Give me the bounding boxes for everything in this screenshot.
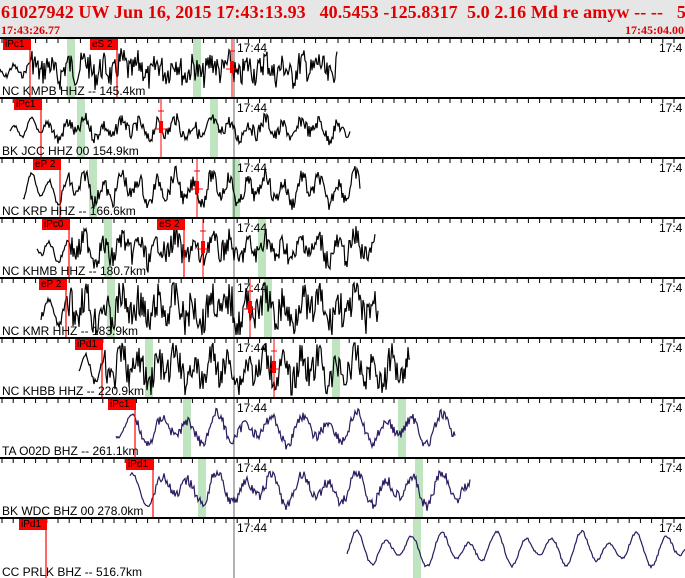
minute-label-right: 17:4 xyxy=(659,401,683,415)
seismogram xyxy=(1,399,675,457)
waveform-trace xyxy=(40,281,379,336)
minute-label: 17:44 xyxy=(237,401,268,415)
seismogram xyxy=(1,339,675,397)
waveform-trace xyxy=(22,165,361,210)
phase-window xyxy=(77,99,85,157)
amplitude-marker[interactable] xyxy=(226,39,238,97)
phase-window xyxy=(107,279,115,337)
waveform-panel[interactable]: iPc1 17:44 17:4 BK JCC HHZ 00 154.9km xyxy=(0,97,685,157)
phase-window xyxy=(67,39,75,97)
seismogram xyxy=(1,99,675,157)
view-start-time: 17:43:26.77 xyxy=(1,23,60,37)
amplitude-marker[interactable] xyxy=(197,219,209,277)
minute-label-right: 17:4 xyxy=(659,101,683,115)
channel-label: NC KHMB HHZ -- 180.7km xyxy=(2,264,147,277)
phase-window xyxy=(89,159,97,217)
minute-label-right: 17:4 xyxy=(659,521,683,535)
phase-window xyxy=(183,399,191,457)
seismogram xyxy=(1,279,675,337)
minute-label: 17:44 xyxy=(237,161,268,175)
channel-label: BK JCC HHZ 00 154.9km xyxy=(2,144,139,157)
waveform-panel[interactable]: iPd1 17:44 17:4 BK WDC BHZ 00 278.0km xyxy=(0,457,685,517)
phase-window xyxy=(332,339,340,397)
event-header: 61027942 UW Jun 16, 2015 17:43:13.93 40.… xyxy=(0,0,685,37)
phase-pick-flag[interactable]: eS 2 xyxy=(90,39,118,50)
seismogram xyxy=(1,519,685,578)
waveform-trace xyxy=(9,112,351,146)
minute-label-right: 17:4 xyxy=(659,221,683,235)
waveform-trace xyxy=(346,529,685,570)
minute-label-right: 17:4 xyxy=(659,461,683,475)
waveform-panel[interactable]: iPc1 eS 2 17:44 17:4 NC KMPB HHZ -- 145.4km xyxy=(0,37,685,97)
waveform-panel[interactable]: iPc0 eS 2 17:44 17:4 NC KHMB HHZ -- 180.7km xyxy=(0,217,685,277)
phase-window xyxy=(398,399,406,457)
seismogram xyxy=(1,219,675,277)
minute-label: 17:44 xyxy=(237,341,268,355)
waveform-panel[interactable]: eP 2 17:44 17:4 NC KRP HHZ -- 166.6km xyxy=(0,157,685,217)
minute-label: 17:44 xyxy=(237,101,268,115)
phase-pick-flag[interactable]: eP 2 xyxy=(39,279,67,290)
channel-label: NC KRP HHZ -- 166.6km xyxy=(2,204,136,217)
seismogram xyxy=(1,459,675,517)
waveform-trace xyxy=(78,342,411,396)
channel-label: BK WDC BHZ 00 278.0km xyxy=(2,504,144,517)
phase-window xyxy=(145,339,153,397)
waveform-panel[interactable]: iPd1 17:44 17:4 CC PRLK BHZ -- 516.7km xyxy=(0,517,685,578)
minute-label-right: 17:4 xyxy=(659,281,683,295)
phase-pick-flag[interactable]: eP 2 xyxy=(33,159,61,170)
phase-window xyxy=(198,459,206,517)
channel-label: NC KMR HHZ -- 183.9km xyxy=(2,324,139,337)
phase-window xyxy=(413,519,421,578)
channel-label: NC KMPB HHZ -- 145.4km xyxy=(2,84,146,97)
phase-pick-flag[interactable]: iPc1 xyxy=(108,399,136,410)
phase-pick-flag[interactable]: eS 2 xyxy=(157,219,185,230)
phase-pick-flag[interactable]: iPc0 xyxy=(42,219,70,230)
minute-label: 17:44 xyxy=(237,521,268,535)
phase-pick-flag[interactable]: iPd1 xyxy=(75,339,103,350)
waveform-trace xyxy=(115,407,456,450)
waveform-trace xyxy=(36,225,376,273)
minute-label-right: 17:4 xyxy=(659,41,683,55)
waveform-trace xyxy=(0,48,338,90)
phase-pick-flag[interactable]: iPd1 xyxy=(19,519,47,530)
amplitude-marker[interactable] xyxy=(191,159,203,217)
phase-pick-flag[interactable]: iPc1 xyxy=(14,99,42,110)
phase-pick-flag[interactable]: iPc1 xyxy=(3,39,31,50)
amplitude-marker[interactable] xyxy=(268,339,280,397)
channel-label: TA O02D BHZ -- 261.1km xyxy=(2,444,139,457)
phase-pick-flag[interactable]: iPd1 xyxy=(126,459,154,470)
minute-label: 17:44 xyxy=(237,281,268,295)
phase-window xyxy=(232,159,240,217)
waveform-trace xyxy=(129,469,471,511)
minute-label-right: 17:4 xyxy=(659,161,683,175)
amplitude-marker[interactable] xyxy=(244,279,256,337)
minute-label: 17:44 xyxy=(237,221,268,235)
waveform-panel[interactable]: eP 2 17:44 17:4 NC KMR HHZ -- 183.9km xyxy=(0,277,685,337)
waveform-panel[interactable]: iPd1 17:44 17:4 NC KHBB HHZ -- 220.9km xyxy=(0,337,685,397)
amplitude-marker[interactable] xyxy=(155,99,167,157)
channel-label: NC KHBB HHZ -- 220.9km xyxy=(2,384,145,397)
waveform-panel[interactable]: iPc1 17:44 17:4 TA O02D BHZ -- 261.1km xyxy=(0,397,685,457)
phase-window xyxy=(210,99,218,157)
view-end-time: 17:45:04.00 xyxy=(625,23,684,37)
minute-label: 17:44 xyxy=(237,461,268,475)
minute-label-right: 17:4 xyxy=(659,341,683,355)
minute-label: 17:44 xyxy=(237,41,268,55)
channel-label: CC PRLK BHZ -- 516.7km xyxy=(2,565,143,578)
event-summary: 61027942 UW Jun 16, 2015 17:43:13.93 40.… xyxy=(1,2,685,22)
